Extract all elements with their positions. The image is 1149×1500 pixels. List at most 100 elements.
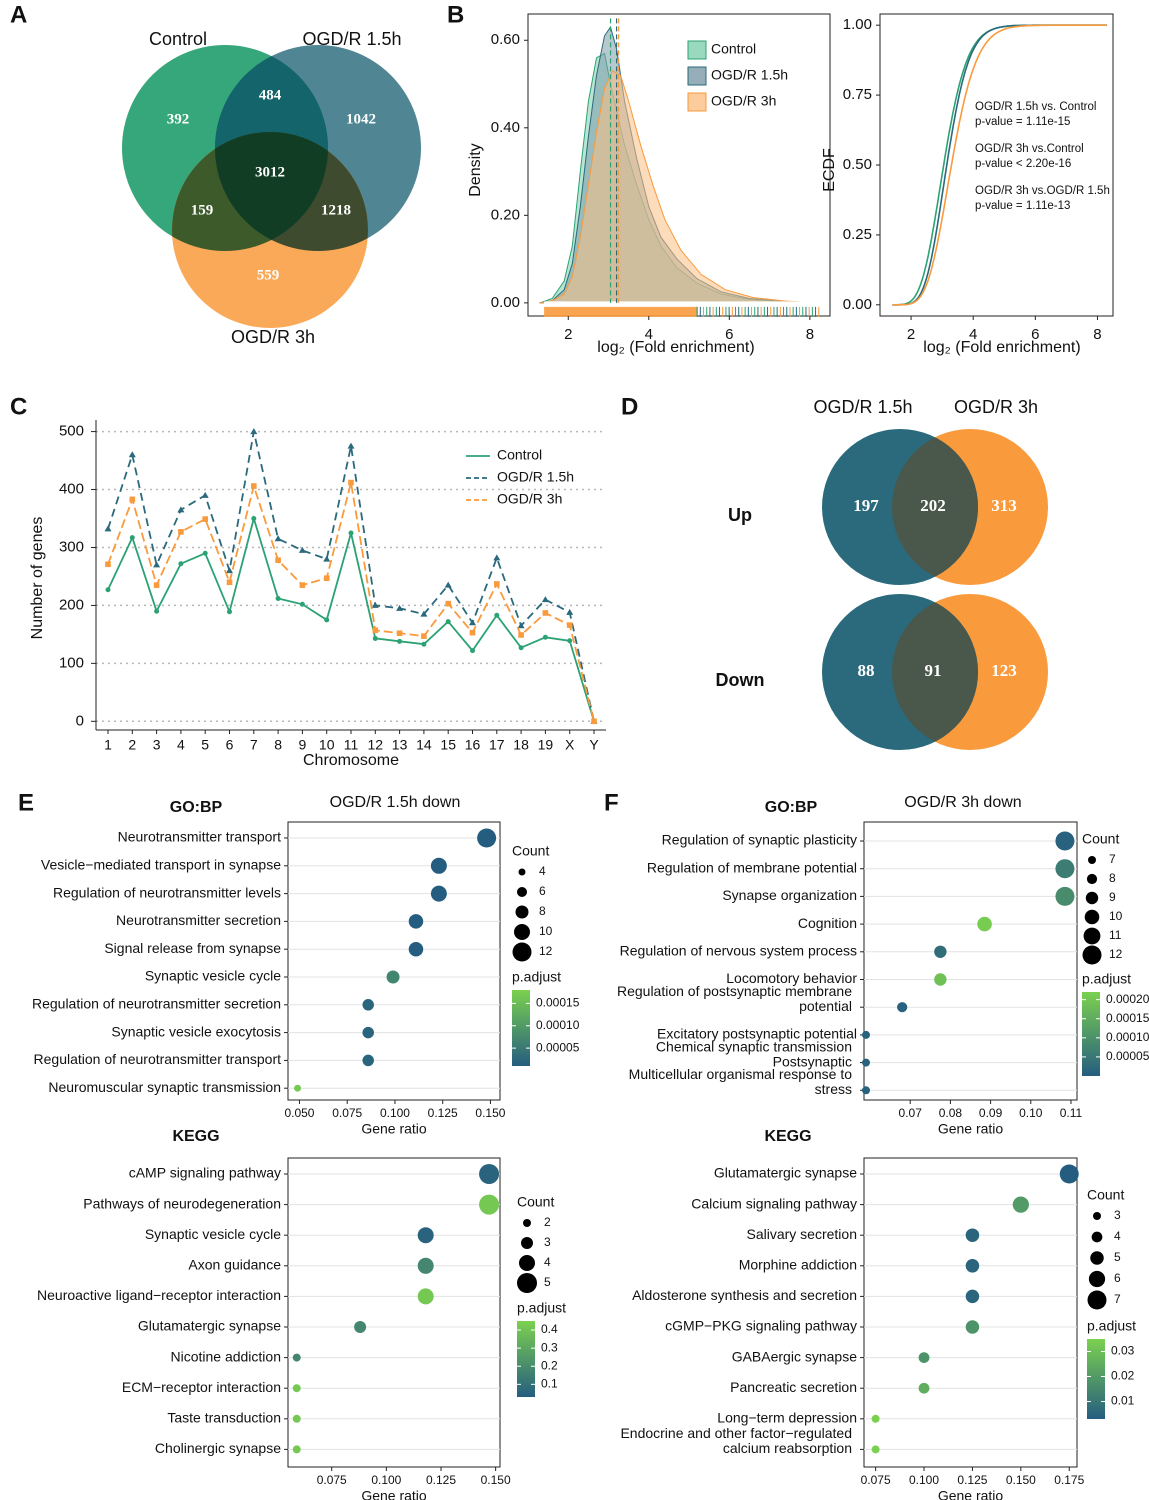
x-tick-label: 2: [128, 737, 136, 753]
x-tick-label: 0.08: [939, 1106, 963, 1120]
term-label: Regulation of neurotransmitter secretion: [32, 996, 281, 1012]
size-legend-dot: [517, 887, 527, 897]
x-tick-label: 12: [368, 737, 384, 753]
series-point: [396, 604, 404, 611]
term-label: Synapse organization: [722, 887, 857, 903]
colorbar-label: 0.4: [541, 1322, 558, 1336]
series-point: [298, 546, 306, 553]
term-label: Excitatory postsynaptic potential: [657, 1026, 857, 1042]
venn-column-label-left: OGD/R 1.5h: [813, 397, 912, 417]
size-legend-dot: [1083, 927, 1101, 945]
series-line-0: [107, 515, 595, 722]
density-rug: [544, 306, 820, 317]
x-tick-label: 0.125: [426, 1473, 456, 1487]
venn-count-ogd15-ogd3: 1218: [321, 202, 351, 218]
series-point: [178, 561, 184, 567]
series-point: [299, 601, 305, 607]
y-tick-label: 0.60: [491, 31, 520, 48]
series-point: [517, 622, 525, 629]
series-point: [372, 635, 378, 641]
term-label-line2: potential: [799, 998, 852, 1014]
term-label: GABAergic synapse: [732, 1348, 857, 1364]
x-tick-label: 0.125: [428, 1106, 458, 1120]
y-axis-title: ECDF: [821, 148, 838, 192]
x-tick-label: 15: [440, 737, 456, 753]
venn-label-ogd3: OGD/R 3h: [231, 327, 315, 347]
series-point: [323, 575, 330, 581]
term-label-line1: Chemical synaptic transmission: [656, 1038, 852, 1054]
series-point: [251, 483, 257, 489]
series-point: [250, 428, 258, 435]
term-label: Glutamatergic synapse: [138, 1318, 281, 1334]
series-point: [541, 596, 549, 603]
size-legend-dot: [1090, 1251, 1104, 1265]
venn-count-control-ogd3: 159: [191, 202, 214, 218]
colorbar-label: 0.02: [1111, 1369, 1135, 1383]
series-point: [469, 629, 476, 636]
series-point: [105, 561, 111, 568]
venn2-down: 88 91 123 Down: [716, 594, 1048, 750]
color-legend-title: p.adjust: [512, 969, 561, 985]
colorbar: [512, 990, 530, 1066]
series-point: [396, 630, 403, 637]
section-title: KEGG: [764, 1128, 811, 1145]
dotplot-f-kegg: Glutamatergic synapse Calcium signaling p…: [620, 1128, 1136, 1500]
x-tick-label: 9: [299, 737, 307, 753]
dotplot-e-gobp: Neurotransmitter transport Vesicle−mediat…: [32, 799, 580, 1136]
size-legend-label: 2: [544, 1215, 551, 1229]
x-tick-label: 0.150: [1006, 1473, 1036, 1487]
term-label: Regulation of neurotransmitter levels: [53, 884, 281, 900]
y-tick-label: 0.25: [843, 226, 872, 243]
size-legend-title: Count: [517, 1194, 554, 1210]
x-axis-title: Chromosome: [303, 752, 399, 769]
series-point: [347, 442, 355, 449]
series-point: [154, 608, 160, 614]
term-dot: [965, 1289, 980, 1304]
term-dot: [479, 1164, 500, 1184]
x-tick-label: 0.075: [332, 1106, 362, 1120]
term-dot: [292, 1414, 301, 1423]
rug-dense: [544, 306, 698, 317]
size-legend-label: 6: [539, 884, 546, 898]
term-label: Cholinergic synapse: [155, 1440, 281, 1456]
x-axis-title: log₂ (Fold enrichment): [923, 339, 1080, 356]
venn2-count-both: 202: [920, 496, 946, 515]
term-label: Regulation of nervous system process: [620, 943, 857, 959]
term-dot: [430, 857, 447, 874]
x-tick-label: 17: [489, 737, 505, 753]
term-label: cAMP signaling pathway: [129, 1165, 281, 1181]
term-dot: [408, 941, 424, 957]
section-title: GO:BP: [765, 799, 818, 816]
colorbar-label: 0.01: [1111, 1394, 1135, 1408]
panel-a-venn: Control OGD/R 1.5h OGD/R 3h 392 1042 484 3012 1…: [122, 29, 421, 347]
term-label-line2: calcium reabsorption: [723, 1440, 852, 1456]
x-tick-label: 6: [226, 737, 234, 753]
size-legend-label: 8: [1109, 871, 1116, 885]
ecdf-line-2: [892, 24, 1107, 306]
y-tick-label: 0.40: [491, 119, 520, 136]
venn-label-ogd15: OGD/R 1.5h: [302, 29, 401, 49]
series-point: [397, 638, 403, 644]
term-label-line1: Regulation of postsynaptic membrane: [617, 983, 852, 999]
term-label: Neurotransmitter transport: [118, 829, 282, 845]
term-dot: [862, 1058, 871, 1067]
term-dot: [1055, 831, 1075, 851]
term-label: Neuromuscular synaptic transmission: [48, 1079, 281, 1095]
term-dot: [1012, 1196, 1029, 1213]
x-tick-label: 16: [465, 737, 481, 753]
series-point: [177, 506, 185, 513]
colorbar-label: 0.00010: [1106, 1030, 1149, 1044]
term-label: Nicotine addiction: [170, 1348, 281, 1364]
series-point: [372, 627, 379, 634]
panel-label-c: C: [10, 393, 27, 420]
term-dot: [362, 1026, 374, 1039]
term-label-line1: Endocrine and other factor−regulated: [620, 1425, 852, 1441]
panel-b-ecdf: 0.00 0.25 0.50 0.75 1.00 2 4 6 8 ECDF log₂ (Fold e…: [821, 13, 1114, 356]
colorbar-label: 0.00010: [536, 1018, 580, 1032]
venn2-overlap: [892, 594, 978, 750]
venn2-count-left: 88: [858, 661, 875, 680]
term-dot: [871, 1414, 880, 1423]
overlap-fill: [892, 429, 978, 585]
term-dot: [354, 1321, 367, 1333]
